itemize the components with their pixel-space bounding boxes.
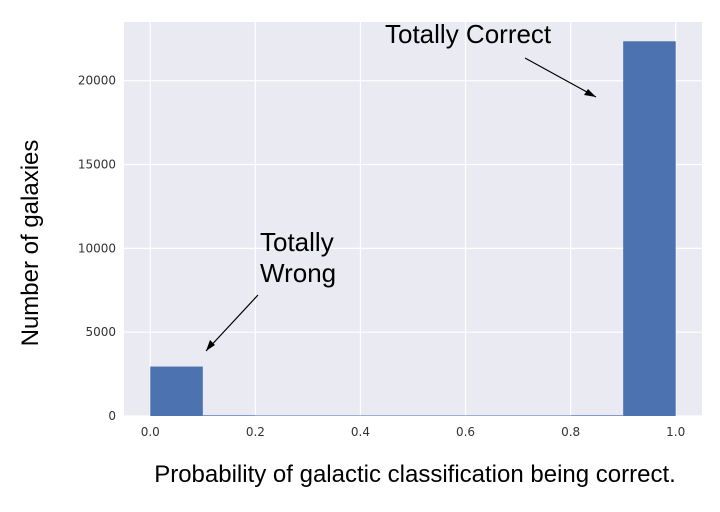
y-axis-label: Number of galaxies (17, 140, 44, 347)
histogram-bar (623, 41, 676, 416)
bars (150, 41, 676, 416)
x-tick-label: 0.2 (246, 425, 265, 439)
y-tick-label: 5000 (85, 325, 116, 339)
x-tick-label: 0.8 (561, 425, 580, 439)
plot-area (124, 22, 702, 416)
histogram-bar (360, 415, 413, 416)
histogram-bar (413, 415, 466, 416)
annotation-totally-correct-text: Totally Correct (385, 19, 552, 49)
annotation-totally-correct: Totally Correct (385, 19, 597, 98)
grid-lines (124, 22, 702, 417)
x-tick-label: 1.0 (666, 425, 685, 439)
histogram-bar (465, 415, 519, 416)
histogram-bar (570, 415, 624, 416)
y-tick-label: 20000 (78, 74, 116, 88)
x-tick-label: 0.0 (141, 425, 160, 439)
annotation-totally-correct-arrowhead (584, 89, 596, 97)
histogram-bar (255, 415, 308, 416)
annotation-totally-wrong: Totally Wrong (205, 227, 336, 352)
y-tick-label: 10000 (78, 241, 116, 255)
histogram-bar (150, 366, 203, 416)
y-tick-label: 15000 (78, 158, 116, 172)
annotation-totally-correct-arrow (524, 57, 597, 98)
annotation-totally-wrong-line2: Wrong (260, 258, 336, 288)
y-tick-label: 0 (108, 409, 116, 423)
x-tick-labels: 0.0 0.2 0.4 0.6 0.8 1.0 (141, 425, 686, 439)
x-tick-label: 0.4 (351, 425, 370, 439)
histogram-bar (518, 415, 571, 416)
annotation-totally-wrong-arrowhead (206, 340, 215, 351)
x-tick-label: 0.6 (456, 425, 475, 439)
annotation-totally-wrong-line1: Totally (260, 227, 334, 257)
histogram-bar (202, 415, 256, 416)
x-axis-label: Probability of galactic classification b… (154, 461, 676, 488)
histogram-bar (307, 415, 361, 416)
annotation-totally-wrong-arrow (205, 294, 259, 352)
y-tick-labels: 0 5000 10000 15000 20000 (78, 74, 116, 423)
